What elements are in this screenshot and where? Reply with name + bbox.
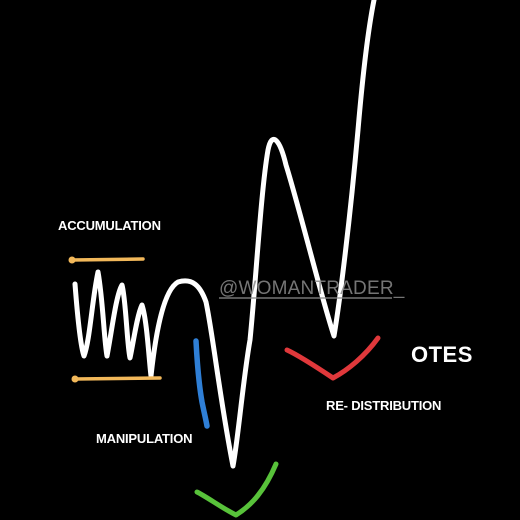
bottom-marker: [194, 461, 279, 518]
manipulation-label: MANIPULATION: [96, 431, 192, 446]
accumulation-range-bottom: [71, 375, 162, 383]
otes-marker: [284, 335, 381, 381]
otes-label: OTES: [411, 342, 473, 367]
accumulation-label: ACCUMULATION: [58, 218, 161, 233]
accumulation-range-top: [68, 256, 145, 264]
manipulation-marker: [193, 338, 210, 429]
redistribution-label: RE- DISTRIBUTION: [326, 398, 441, 413]
price-path: [72, 0, 377, 469]
watermark-text: @WOMANTRADER_: [219, 278, 405, 299]
